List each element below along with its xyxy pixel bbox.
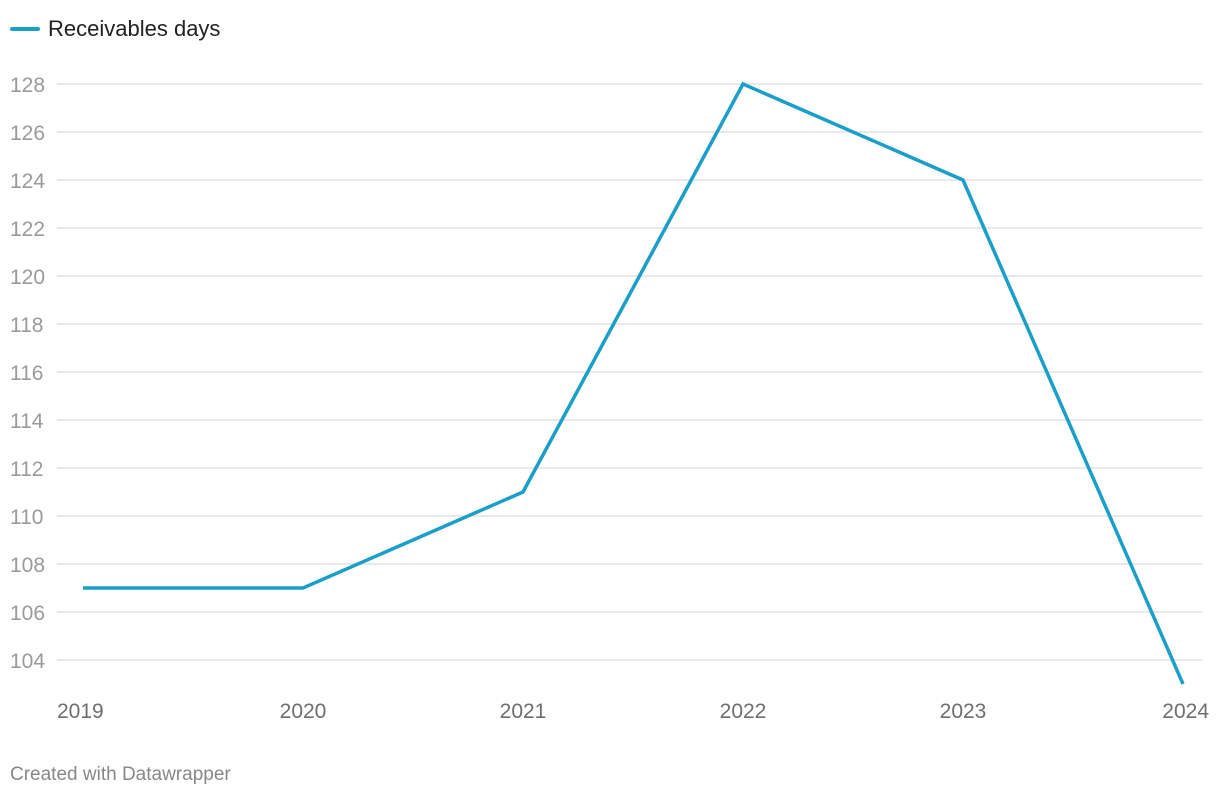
y-tick-label: 110 bbox=[10, 506, 43, 529]
x-tick-label: 2022 bbox=[720, 700, 767, 723]
y-tick-label: 104 bbox=[10, 650, 45, 673]
x-tick-label: 2019 bbox=[57, 700, 104, 723]
series-line-receivables-days bbox=[83, 81, 1185, 685]
y-tick-label: 118 bbox=[10, 314, 43, 337]
y-tick-label: 126 bbox=[10, 122, 45, 145]
y-tick-label: 116 bbox=[10, 362, 43, 385]
x-tick-label: 2024 bbox=[1162, 700, 1209, 723]
y-tick-label: 120 bbox=[10, 266, 45, 289]
x-tick-label: 2021 bbox=[500, 700, 547, 723]
y-tick-label: 124 bbox=[10, 170, 45, 193]
y-tick-label: 114 bbox=[10, 410, 44, 433]
y-tick-label: 108 bbox=[10, 554, 45, 577]
y-tick-label: 128 bbox=[10, 74, 45, 97]
x-tick-label: 2020 bbox=[280, 700, 327, 723]
y-tick-label: 106 bbox=[10, 602, 45, 625]
y-tick-label: 112 bbox=[10, 458, 43, 481]
footer-credit: Created with Datawrapper bbox=[10, 764, 231, 785]
x-tick-label: 2023 bbox=[940, 700, 987, 723]
legend-swatch bbox=[10, 27, 40, 31]
y-tick-label: 122 bbox=[10, 218, 45, 241]
legend-label: Receivables days bbox=[48, 16, 221, 41]
line-chart: 104 106 108 110 112 114 116 118 120 122 124 126 128 2… bbox=[10, 74, 1209, 723]
legend: Receivables days bbox=[10, 16, 220, 42]
